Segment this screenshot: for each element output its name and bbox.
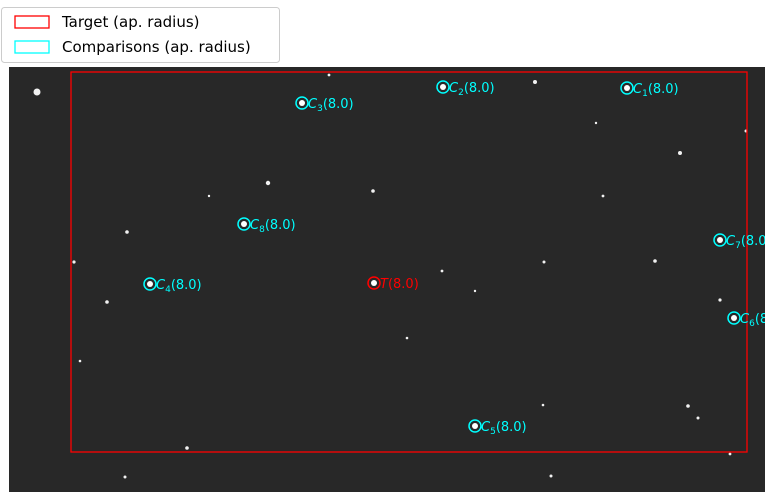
- aperture-ring: [295, 96, 309, 110]
- stars: [33, 73, 748, 479]
- marker-aperture: (8.0): [171, 278, 202, 293]
- marker-aperture: (8.0): [265, 218, 296, 233]
- marker-aperture: (8.0): [496, 420, 527, 435]
- star-core: [624, 85, 630, 91]
- marker-subscript: 4: [165, 285, 171, 295]
- star-core: [371, 280, 377, 286]
- star-core: [440, 84, 446, 90]
- star-core: [731, 315, 737, 321]
- markers: T(8.0)C1(8.0)C2(8.0)C3(8.0)C4(8.0)C5(8.0…: [143, 80, 765, 437]
- star-core: [472, 423, 478, 429]
- marker-aperture: (8.0): [464, 81, 495, 96]
- legend-label: Comparisons (ap. radius): [62, 38, 251, 56]
- marker-label: C3(8.0): [308, 97, 354, 114]
- image-background: [9, 67, 765, 492]
- marker-name: C: [449, 81, 459, 96]
- marker-aperture: (8.0): [741, 234, 765, 249]
- marker-aperture: (8.0): [323, 97, 354, 112]
- star-core: [241, 221, 247, 227]
- marker-name: C: [740, 312, 750, 327]
- marker-label: C5(8.0): [481, 420, 527, 437]
- marker-label: T(8.0): [380, 277, 419, 292]
- marker-label: C1(8.0): [633, 82, 679, 99]
- legend-label: Target (ap. radius): [61, 13, 200, 31]
- marker-name: C: [726, 234, 736, 249]
- marker-label: C2(8.0): [449, 81, 495, 98]
- marker-aperture: (8.0): [755, 312, 765, 327]
- marker-name: C: [156, 278, 166, 293]
- aperture-ring: [367, 276, 381, 290]
- marker-aperture: (8.0): [648, 82, 679, 97]
- star-core: [717, 237, 723, 243]
- region-box: [70, 71, 748, 453]
- aperture-ring: [237, 217, 251, 231]
- marker-name: T: [380, 277, 389, 292]
- marker-label: C4(8.0): [156, 278, 202, 295]
- marker-label: C8(8.0): [250, 218, 296, 235]
- aperture-ring: [436, 80, 450, 94]
- marker-subscript: 5: [490, 427, 496, 437]
- marker-subscript: 3: [317, 104, 323, 114]
- marker-aperture: (8.0): [388, 277, 419, 292]
- star-core: [147, 281, 153, 287]
- marker-subscript: 6: [749, 319, 755, 329]
- marker-subscript: 1: [642, 89, 648, 99]
- marker-subscript: 7: [735, 241, 741, 251]
- aperture-ring: [620, 81, 634, 95]
- marker-subscript: 2: [458, 88, 464, 98]
- legend: Target (ap. radius) Comparisons (ap. radi…: [1, 7, 280, 63]
- legend-swatch: [14, 15, 50, 29]
- legend-swatch: [14, 40, 50, 54]
- star-core: [299, 100, 305, 106]
- marker-subscript: 8: [259, 225, 265, 235]
- aperture-ring: [143, 277, 157, 291]
- marker-name: C: [633, 82, 643, 97]
- marker-name: C: [250, 218, 260, 233]
- marker-name: C: [481, 420, 491, 435]
- aperture-ring: [468, 419, 482, 433]
- marker-label: C6(8.0): [740, 312, 765, 329]
- legend-frame: [1, 7, 280, 63]
- star-image: T(8.0)C1(8.0)C2(8.0)C3(8.0)C4(8.0)C5(8.0…: [9, 67, 765, 492]
- marker-name: C: [308, 97, 318, 112]
- aperture-ring: [727, 311, 741, 325]
- aperture-ring: [713, 233, 727, 247]
- marker-label: C7(8.0): [726, 234, 765, 251]
